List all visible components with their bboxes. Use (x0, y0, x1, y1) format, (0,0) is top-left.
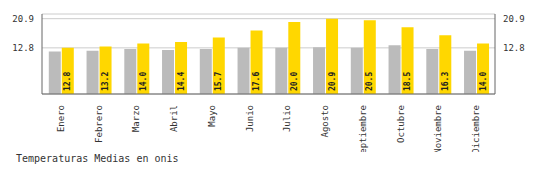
svg-text:Octubre: Octubre (396, 105, 406, 143)
svg-text:15.7: 15.7 (214, 72, 223, 91)
html-text:Temperaturas Medias en onis: Temperaturas Medias en onis (16, 153, 179, 164)
svg-text:13.2: 13.2 (101, 72, 110, 91)
svg-text:18.5: 18.5 (403, 72, 412, 91)
svg-text:20.9: 20.9 (12, 14, 34, 24)
svg-text:12.8: 12.8 (63, 72, 72, 91)
svg-text:12.8: 12.8 (12, 43, 34, 53)
svg-text:Septiembre: Septiembre (358, 105, 368, 152)
svg-text:14.0: 14.0 (479, 72, 488, 91)
svg-text:Noviembre: Noviembre (433, 105, 443, 152)
svg-text:Junio: Junio (245, 105, 255, 132)
svg-text:Febrero: Febrero (94, 105, 104, 143)
svg-text:16.3: 16.3 (441, 72, 450, 91)
svg-text:20.5: 20.5 (365, 72, 374, 91)
svg-text:Enero: Enero (56, 105, 66, 132)
svg-text:Agosto: Agosto (320, 105, 330, 138)
svg-text:17.6: 17.6 (252, 72, 261, 91)
svg-text:20.0: 20.0 (290, 72, 299, 91)
svg-text:14.4: 14.4 (177, 72, 186, 91)
svg-text:Julio: Julio (282, 105, 292, 132)
svg-text:12.8: 12.8 (503, 43, 525, 53)
svg-text:20.9: 20.9 (328, 72, 337, 91)
svg-text:Abril: Abril (169, 105, 179, 132)
svg-text:14.0: 14.0 (139, 72, 148, 91)
svg-text:Mayo: Mayo (207, 105, 217, 127)
svg-text:Diciembre: Diciembre (471, 105, 481, 152)
svg-text:Marzo: Marzo (131, 105, 141, 132)
svg-text:20.9: 20.9 (503, 14, 525, 24)
